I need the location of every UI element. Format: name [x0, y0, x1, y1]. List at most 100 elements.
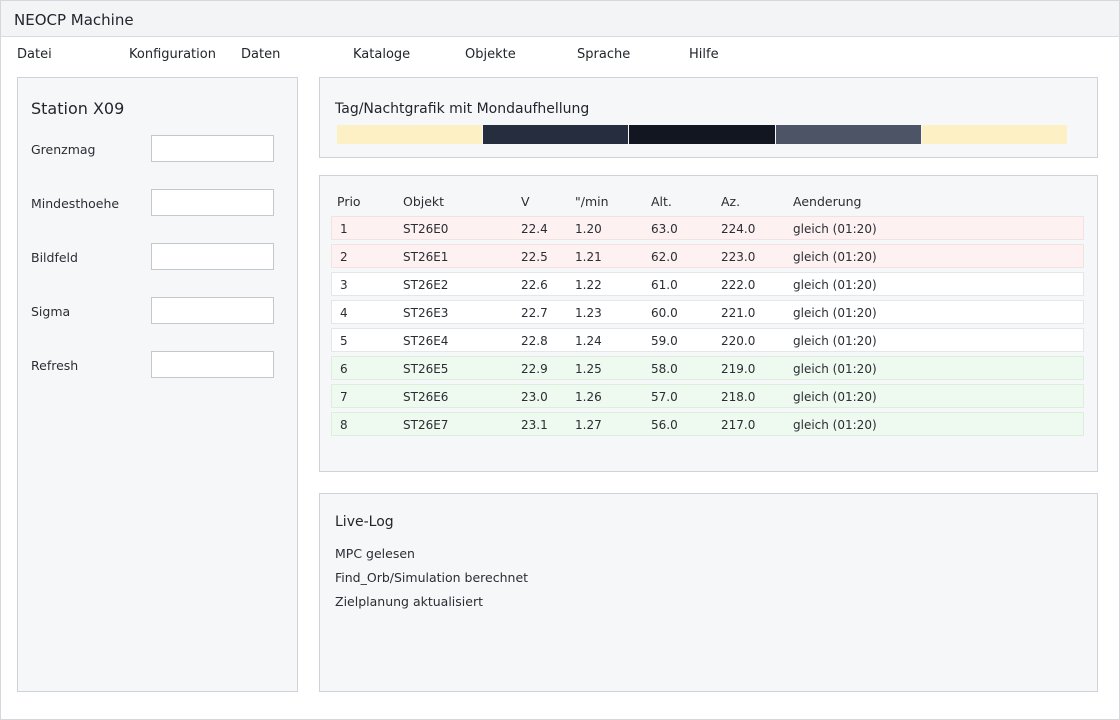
- table-row[interactable]: 3 ST26E2 22.6 1.22 61.0 222.0 gleich (01:20): [331, 272, 1084, 296]
- cell-v: 23.1: [521, 418, 548, 432]
- live-log-panel: Live-Log MPC gelesen Find_Orb/Simulation…: [319, 493, 1098, 692]
- cell-alt: 57.0: [651, 390, 678, 404]
- cell-az: 219.0: [721, 362, 756, 376]
- mindesthoehe-input[interactable]: [151, 189, 274, 216]
- cell-aenderung: gleich (01:20): [793, 222, 877, 236]
- col-header-az[interactable]: Az.: [721, 194, 741, 209]
- cell-az: 223.0: [721, 250, 756, 264]
- cell-prio: 5: [340, 334, 348, 348]
- station-settings-panel: Station X09 Grenzmag Mindesthoehe Bildfe…: [17, 77, 298, 692]
- log-line: Zielplanung aktualisiert: [335, 594, 483, 609]
- cell-v: 22.7: [521, 306, 548, 320]
- menu-bar: Datei Konfiguration Daten Kataloge Objek…: [1, 37, 1119, 75]
- cell-motion: 1.27: [575, 418, 602, 432]
- col-header-motion[interactable]: "/min: [575, 194, 609, 209]
- cell-prio: 1: [340, 222, 348, 236]
- cell-motion: 1.20: [575, 222, 602, 236]
- cell-objekt: ST26E2: [403, 278, 449, 292]
- cell-objekt: ST26E4: [403, 334, 449, 348]
- table-row[interactable]: 7 ST26E6 23.0 1.26 57.0 218.0 gleich (01:20): [331, 384, 1084, 408]
- cell-v: 22.5: [521, 250, 548, 264]
- daynight-segment-day-end: [921, 125, 1068, 144]
- col-header-aenderung[interactable]: Aenderung: [793, 194, 862, 209]
- cell-objekt: ST26E3: [403, 306, 449, 320]
- object-table-panel: Prio Objekt V "/min Alt. Az. Aenderung 1…: [319, 175, 1098, 472]
- col-header-alt[interactable]: Alt.: [651, 194, 672, 209]
- cell-prio: 2: [340, 250, 348, 264]
- cell-objekt: ST26E5: [403, 362, 449, 376]
- table-row[interactable]: 4 ST26E3 22.7 1.23 60.0 221.0 gleich (01:20): [331, 300, 1084, 324]
- cell-aenderung: gleich (01:20): [793, 250, 877, 264]
- cell-objekt: ST26E1: [403, 250, 449, 264]
- cell-v: 22.9: [521, 362, 548, 376]
- bildfeld-label: Bildfeld: [31, 250, 78, 265]
- daynight-segment-twilight-evening: [483, 125, 629, 144]
- cell-objekt: ST26E6: [403, 390, 449, 404]
- daynight-bar: [337, 125, 1068, 144]
- cell-aenderung: gleich (01:20): [793, 306, 877, 320]
- window-title: NEOCP Machine: [14, 11, 134, 29]
- cell-az: 221.0: [721, 306, 756, 320]
- log-line: MPC gelesen: [335, 546, 415, 561]
- cell-prio: 3: [340, 278, 348, 292]
- menu-daten[interactable]: Daten: [241, 47, 281, 62]
- cell-v: 22.8: [521, 334, 548, 348]
- daynight-panel: Tag/Nachtgrafik mit Mondaufhellung: [319, 77, 1098, 158]
- cell-prio: 6: [340, 362, 348, 376]
- cell-aenderung: gleich (01:20): [793, 390, 877, 404]
- cell-az: 222.0: [721, 278, 756, 292]
- station-title: Station X09: [31, 99, 125, 118]
- menu-hilfe[interactable]: Hilfe: [689, 47, 719, 62]
- col-header-prio[interactable]: Prio: [337, 194, 361, 209]
- col-header-objekt[interactable]: Objekt: [403, 194, 445, 209]
- refresh-input[interactable]: [151, 351, 274, 378]
- cell-aenderung: gleich (01:20): [793, 334, 877, 348]
- cell-alt: 63.0: [651, 222, 678, 236]
- cell-motion: 1.23: [575, 306, 602, 320]
- cell-prio: 7: [340, 390, 348, 404]
- refresh-label: Refresh: [31, 358, 79, 373]
- cell-prio: 4: [340, 306, 348, 320]
- daynight-segment-night: [629, 125, 775, 144]
- cell-alt: 60.0: [651, 306, 678, 320]
- menu-sprache[interactable]: Sprache: [577, 47, 631, 62]
- cell-az: 217.0: [721, 418, 756, 432]
- sigma-input[interactable]: [151, 297, 274, 324]
- cell-az: 218.0: [721, 390, 756, 404]
- table-row[interactable]: 6 ST26E5 22.9 1.25 58.0 219.0 gleich (01:20): [331, 356, 1084, 380]
- cell-az: 224.0: [721, 222, 756, 236]
- cell-v: 22.4: [521, 222, 548, 236]
- cell-aenderung: gleich (01:20): [793, 278, 877, 292]
- menu-kataloge[interactable]: Kataloge: [353, 47, 411, 62]
- cell-aenderung: gleich (01:20): [793, 418, 877, 432]
- bildfeld-input[interactable]: [151, 243, 274, 270]
- cell-alt: 56.0: [651, 418, 678, 432]
- cell-alt: 59.0: [651, 334, 678, 348]
- grenzmag-input[interactable]: [151, 135, 274, 162]
- col-header-v[interactable]: V: [521, 194, 530, 209]
- table-row[interactable]: 8 ST26E7 23.1 1.27 56.0 217.0 gleich (01:20): [331, 412, 1084, 436]
- sigma-label: Sigma: [31, 304, 71, 319]
- log-line: Find_Orb/Simulation berechnet: [335, 570, 529, 585]
- cell-aenderung: gleich (01:20): [793, 362, 877, 376]
- menu-konfiguration[interactable]: Konfiguration: [129, 47, 216, 62]
- table-row[interactable]: 5 ST26E4 22.8 1.24 59.0 220.0 gleich (01:20): [331, 328, 1084, 352]
- daynight-title: Tag/Nachtgrafik mit Mondaufhellung: [335, 101, 590, 117]
- cell-v: 23.0: [521, 390, 548, 404]
- cell-prio: 8: [340, 418, 348, 432]
- cell-az: 220.0: [721, 334, 756, 348]
- table-row[interactable]: 1 ST26E0 22.4 1.20 63.0 224.0 gleich (01:20): [331, 216, 1084, 240]
- cell-objekt: ST26E0: [403, 222, 449, 236]
- menu-datei[interactable]: Datei: [17, 47, 52, 62]
- daynight-segment-moonlit: [775, 125, 921, 144]
- cell-motion: 1.22: [575, 278, 602, 292]
- cell-alt: 61.0: [651, 278, 678, 292]
- cell-motion: 1.24: [575, 334, 602, 348]
- cell-motion: 1.25: [575, 362, 602, 376]
- cell-alt: 58.0: [651, 362, 678, 376]
- mindesthoehe-label: Mindesthoehe: [31, 196, 120, 211]
- menu-objekte[interactable]: Objekte: [465, 47, 516, 62]
- table-row[interactable]: 2 ST26E1 22.5 1.21 62.0 223.0 gleich (01:20): [331, 244, 1084, 268]
- grenzmag-label: Grenzmag: [31, 142, 96, 157]
- cell-motion: 1.21: [575, 250, 602, 264]
